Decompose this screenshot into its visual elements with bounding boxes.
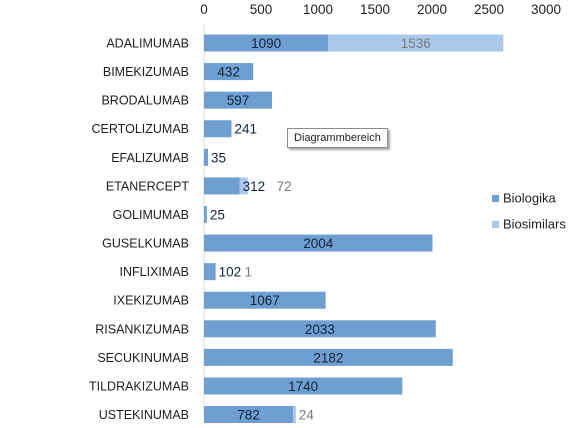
category-labels: ADALIMUMAB BIMEKIZUMAB BRODALUMAB CERTOLIZU… xyxy=(89,37,189,423)
data-label-biologika: 1067 xyxy=(250,293,280,308)
bar-biologika xyxy=(204,263,216,281)
category-label: RISANKIZUMAB xyxy=(95,322,189,336)
category-label: INFLIXIMAB xyxy=(120,265,189,279)
bar-biologika xyxy=(204,234,433,252)
legend-label: Biosimilars xyxy=(503,217,566,232)
category-label: CERTOLIZUMAB xyxy=(92,122,189,136)
data-label-biosimilars: 1536 xyxy=(401,36,431,51)
bar-biologika xyxy=(204,291,326,309)
x-tick-label: 500 xyxy=(250,2,273,17)
category-label: USTEKINUMAB xyxy=(99,408,189,422)
legend-swatch xyxy=(492,195,499,202)
x-tick-label: 3000 xyxy=(531,2,561,17)
category-label: EFALIZUMAB xyxy=(111,151,189,165)
data-label-biosimilars: 72 xyxy=(277,179,292,194)
bar-biologika xyxy=(204,63,254,81)
category-label: BIMEKIZUMAB xyxy=(103,65,189,79)
bar-biologika xyxy=(204,406,294,424)
data-label-biologika: 597 xyxy=(227,93,250,108)
legend[interactable]: Biologika Biosimilars xyxy=(492,191,566,232)
x-tick-label: 1000 xyxy=(303,2,333,17)
data-label-biologika: 312 xyxy=(243,179,266,194)
data-label-biologika: 35 xyxy=(211,150,226,165)
category-label: BRODALUMAB xyxy=(101,94,189,108)
bar-biologika xyxy=(204,205,207,223)
bar-biologika xyxy=(204,148,208,166)
bar-biologika xyxy=(204,34,329,52)
data-label-biologika: 2033 xyxy=(305,322,335,337)
x-tick-label: 2000 xyxy=(417,2,447,17)
category-label: TILDRAKIZUMAB xyxy=(89,379,189,393)
data-label-biologika: 432 xyxy=(217,65,240,80)
data-label-biologika: 1740 xyxy=(288,379,318,394)
data-label-biologika: 241 xyxy=(234,122,257,137)
x-axis-ticks: 0 500 1000 1500 2000 2500 3000 xyxy=(200,2,561,17)
category-label: ETANERCEPT xyxy=(106,179,189,193)
data-label-biologika: 1090 xyxy=(251,36,281,51)
category-label: GOLIMUMAB xyxy=(113,208,189,222)
bar-biologika xyxy=(204,91,273,109)
bar-biologika xyxy=(204,377,403,395)
data-label-biologika: 2004 xyxy=(303,236,334,251)
category-label: ADALIMUMAB xyxy=(106,37,189,51)
bar-biologika xyxy=(204,320,436,338)
bar-biologika xyxy=(204,348,453,366)
bar-biologika xyxy=(204,177,240,195)
bar-biologika xyxy=(204,120,232,138)
legend-swatch xyxy=(492,221,499,228)
x-tick-label: 1500 xyxy=(360,2,390,17)
category-label: GUSELKUMAB xyxy=(102,237,189,251)
data-label-biosimilars: 24 xyxy=(299,408,315,423)
bars-group: 1090 1536 432 597 241 35 312 72 25 2004 102 1 1067 20… xyxy=(204,34,504,424)
category-label: IXEKIZUMAB xyxy=(113,294,189,308)
data-label-biologika: 782 xyxy=(237,408,260,423)
data-label-biologika: 102 xyxy=(219,265,242,280)
bar-biosimilars xyxy=(328,34,504,52)
chart-area-tooltip: Diagrammbereich xyxy=(287,128,388,148)
x-tick-label: 0 xyxy=(200,2,208,17)
data-label-biosimilars: 1 xyxy=(245,265,253,280)
data-label-biologika: 25 xyxy=(210,207,225,222)
data-label-biologika: 2182 xyxy=(313,350,343,365)
x-tick-label: 2500 xyxy=(474,2,504,17)
category-label: SECUKINUMAB xyxy=(97,351,189,365)
legend-label: Biologika xyxy=(503,191,557,206)
bar-biosimilars xyxy=(293,406,296,424)
bar-biosimilars xyxy=(239,177,248,195)
